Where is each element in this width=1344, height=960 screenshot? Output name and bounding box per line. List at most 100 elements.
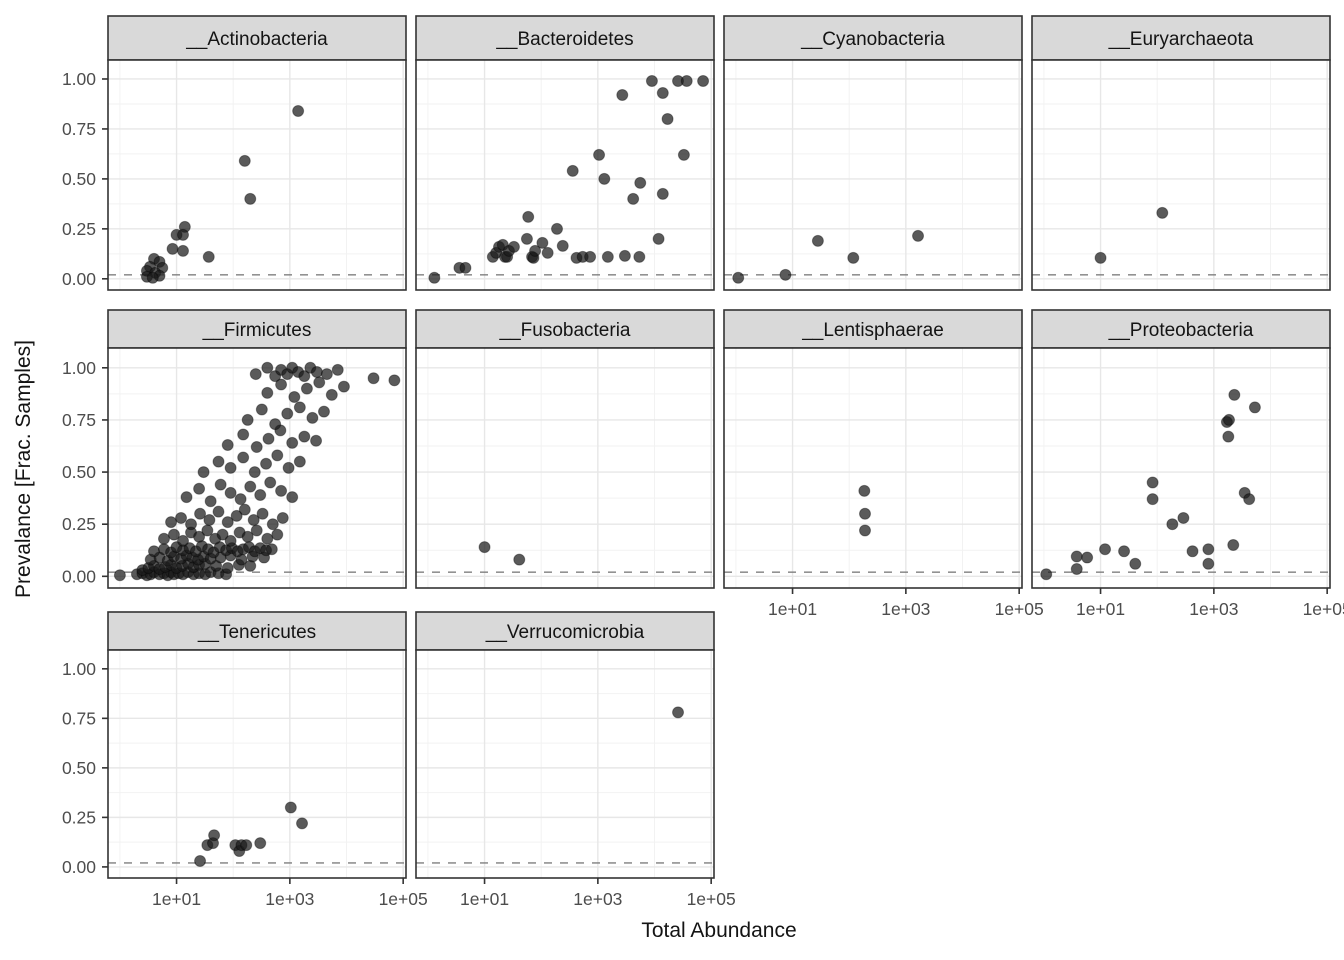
y-tick-label: 0.75	[62, 119, 96, 139]
data-point	[264, 476, 277, 489]
facet-strip	[415, 15, 715, 61]
data-point	[212, 505, 225, 518]
data-point	[265, 543, 278, 556]
data-point	[1146, 493, 1159, 506]
data-point	[197, 466, 210, 479]
data-point	[428, 271, 441, 284]
data-point	[1222, 430, 1235, 443]
facet-strip	[415, 611, 715, 651]
facet-strip-label: __Actinobacteria	[185, 29, 328, 50]
data-point	[1227, 539, 1240, 552]
data-point	[288, 391, 301, 404]
panel-background	[416, 650, 714, 878]
data-point	[255, 403, 268, 416]
data-point	[1156, 206, 1169, 219]
x-tick-label: 1e+03	[573, 889, 622, 909]
data-point	[275, 378, 288, 391]
data-point	[282, 461, 295, 474]
panel-border	[723, 59, 1023, 291]
data-point	[175, 511, 188, 524]
data-point	[310, 434, 323, 447]
data-point	[237, 428, 250, 441]
data-point	[293, 401, 306, 414]
data-point	[292, 104, 305, 117]
y-tick-label: 0.50	[62, 758, 96, 778]
data-point	[165, 516, 178, 529]
data-point	[325, 388, 338, 401]
data-point	[616, 88, 629, 101]
data-point	[224, 486, 237, 499]
facet-strip	[1031, 15, 1331, 61]
facet-strip-label: __Tenericutes	[197, 622, 316, 643]
data-point	[224, 534, 237, 547]
data-point	[680, 74, 693, 87]
facet-strip-label: __Lentisphaerae	[801, 320, 944, 341]
data-point	[1099, 543, 1112, 556]
y-tick-label: 0.50	[62, 462, 96, 482]
panel-background	[1032, 60, 1330, 290]
data-point	[193, 530, 206, 543]
data-point	[177, 228, 190, 241]
x-tick-label: 1e+05	[1303, 599, 1344, 619]
data-point	[185, 518, 198, 531]
data-point	[238, 154, 251, 167]
x-tick-label: 1e+01	[768, 599, 817, 619]
data-point	[367, 372, 380, 385]
data-point	[388, 374, 401, 387]
y-tick-label: 1.00	[62, 358, 96, 378]
data-point	[656, 86, 669, 99]
y-tick-label: 0.50	[62, 169, 96, 189]
panel-border	[1031, 347, 1331, 589]
y-tick-label: 0.00	[62, 857, 96, 877]
data-point	[1186, 545, 1199, 558]
y-tick-label: 1.00	[62, 69, 96, 89]
data-point	[1177, 511, 1190, 524]
data-point	[1228, 388, 1241, 401]
data-point	[248, 466, 261, 479]
data-point	[1243, 493, 1256, 506]
data-point	[275, 484, 288, 497]
data-point	[1222, 413, 1235, 426]
data-point	[300, 382, 313, 395]
data-point	[459, 261, 472, 274]
data-point	[286, 436, 299, 449]
y-tick-label: 0.25	[62, 219, 96, 239]
data-point	[157, 532, 170, 545]
data-point	[550, 222, 563, 235]
data-point	[337, 380, 350, 393]
data-point	[858, 524, 871, 537]
data-point	[286, 491, 299, 504]
y-tick-label: 0.00	[62, 566, 96, 586]
data-point	[293, 455, 306, 468]
data-point	[261, 386, 274, 399]
data-point	[193, 482, 206, 495]
data-point	[598, 172, 611, 185]
panel-background	[724, 60, 1022, 290]
data-point	[645, 74, 658, 87]
data-point	[1081, 551, 1094, 564]
data-point	[180, 491, 193, 504]
data-point	[1070, 550, 1083, 563]
facet-strip-label: __Proteobacteria	[1108, 320, 1254, 341]
data-point	[260, 457, 273, 470]
panel-border	[1031, 59, 1331, 291]
data-point	[618, 249, 631, 262]
data-point	[271, 528, 284, 541]
data-point	[627, 192, 640, 205]
data-point	[317, 405, 330, 418]
data-point	[238, 503, 251, 516]
data-point	[212, 455, 225, 468]
data-point	[241, 413, 254, 426]
data-point	[237, 451, 250, 464]
data-point	[254, 489, 267, 502]
x-tick-label: 1e+01	[152, 889, 201, 909]
x-tick-label: 1e+03	[1189, 599, 1238, 619]
data-point	[541, 246, 554, 259]
data-point	[1248, 401, 1261, 414]
data-point	[202, 250, 215, 263]
data-point	[214, 478, 227, 491]
data-point	[148, 545, 161, 558]
data-point	[320, 368, 333, 381]
panel-border	[415, 649, 715, 879]
x-tick-label: 1e+03	[265, 889, 314, 909]
